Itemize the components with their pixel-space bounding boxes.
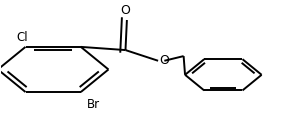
Text: Br: Br [86, 98, 100, 111]
Text: Cl: Cl [17, 31, 28, 44]
Text: O: O [121, 4, 131, 17]
Text: O: O [160, 54, 169, 67]
